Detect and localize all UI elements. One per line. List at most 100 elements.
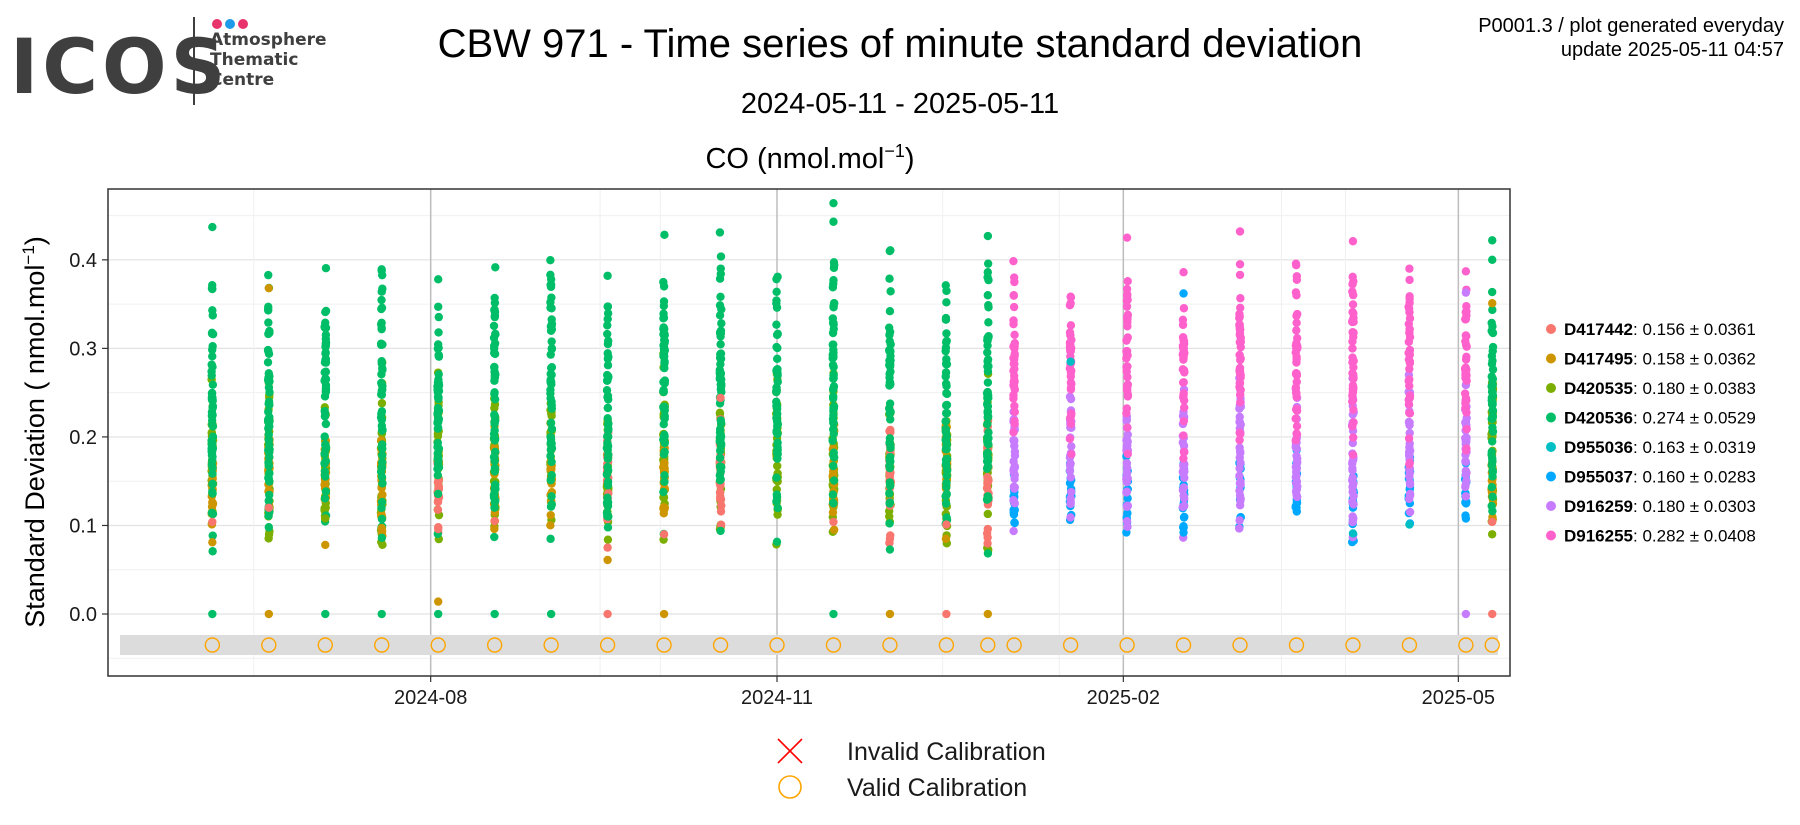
data-point	[1009, 508, 1018, 517]
data-point	[1488, 342, 1498, 352]
data-point	[659, 282, 669, 291]
data-point	[885, 246, 894, 256]
data-point	[490, 344, 499, 353]
data-point	[377, 303, 387, 313]
data-point	[602, 432, 612, 441]
data-point	[1488, 454, 1497, 463]
data-point	[942, 359, 952, 369]
data-point	[547, 363, 557, 372]
data-point	[1462, 424, 1471, 434]
data-point	[264, 609, 274, 619]
calibration-marker-valid	[204, 637, 221, 653]
data-point	[1349, 405, 1358, 414]
data-point	[1488, 437, 1497, 446]
data-point	[659, 420, 668, 429]
data-point	[490, 463, 500, 473]
data-point	[885, 519, 894, 528]
data-point	[377, 390, 387, 400]
data-point	[208, 538, 217, 547]
data-point	[603, 361, 613, 370]
data-point	[983, 348, 992, 357]
data-point	[1405, 520, 1414, 529]
data-point	[1348, 450, 1358, 460]
data-point	[1235, 479, 1245, 488]
data-point	[547, 315, 556, 324]
data-point	[716, 264, 725, 273]
legend-series-name: D955037	[1564, 468, 1633, 487]
logo-dot	[212, 19, 222, 29]
data-point	[490, 306, 499, 315]
data-point	[264, 435, 273, 444]
data-point	[1292, 311, 1301, 321]
data-point	[1461, 314, 1471, 324]
data-point	[884, 404, 894, 413]
data-point	[320, 504, 329, 513]
data-point	[941, 417, 950, 426]
data-point	[1348, 237, 1358, 246]
data-point	[1235, 227, 1245, 236]
calibration-marker-valid	[825, 637, 842, 653]
data-point	[1235, 270, 1245, 280]
data-point	[434, 444, 444, 453]
data-point	[320, 471, 330, 480]
data-point	[433, 464, 442, 474]
data-point	[603, 543, 612, 552]
data-point	[1488, 517, 1497, 527]
legend-swatch	[1546, 324, 1556, 334]
data-point	[1009, 256, 1018, 266]
data-point	[773, 503, 782, 513]
data-point	[208, 517, 217, 527]
data-point	[1010, 419, 1019, 429]
data-point	[1235, 390, 1245, 399]
data-point	[1349, 491, 1358, 501]
data-point	[1348, 466, 1357, 475]
calibration-marker-valid	[656, 637, 672, 653]
data-point	[1236, 303, 1245, 313]
calibration-marker-valid	[317, 637, 333, 653]
data-point	[320, 432, 329, 441]
data-point	[773, 377, 782, 387]
data-point	[1236, 458, 1245, 467]
data-point	[1404, 337, 1414, 347]
data-point	[1179, 289, 1188, 298]
data-point	[829, 198, 838, 208]
data-point	[547, 344, 557, 354]
data-point	[1292, 392, 1301, 402]
data-point	[547, 293, 556, 302]
data-point	[1487, 287, 1497, 297]
data-point	[1067, 450, 1076, 459]
data-point	[491, 263, 500, 272]
data-point	[983, 378, 993, 387]
data-point	[1010, 484, 1019, 493]
data-point	[207, 416, 217, 425]
data-point	[1487, 359, 1497, 369]
data-point	[659, 504, 668, 513]
data-point	[378, 365, 387, 375]
plot-id: P0001.3 / plot generated everyday	[1478, 15, 1784, 37]
x-tick-label: 2025-02	[1087, 687, 1160, 709]
logo-line: Atmosphere	[210, 30, 327, 50]
data-point	[1236, 333, 1245, 342]
data-point	[1461, 355, 1471, 364]
data-point	[1488, 328, 1498, 338]
data-point	[885, 463, 895, 473]
data-point	[434, 597, 443, 606]
data-point	[377, 409, 386, 419]
data-point	[1404, 451, 1414, 460]
data-point	[433, 489, 443, 499]
data-point	[1487, 482, 1497, 492]
data-point	[716, 350, 725, 359]
data-point	[1122, 347, 1131, 356]
data-point	[659, 309, 668, 318]
data-point	[1010, 344, 1019, 353]
data-point	[1461, 514, 1471, 523]
data-point	[1461, 457, 1471, 466]
data-point	[490, 484, 499, 493]
data-point	[1179, 513, 1189, 522]
data-point	[941, 281, 950, 290]
data-point	[265, 490, 274, 500]
calibration-marker-valid	[1062, 637, 1079, 653]
data-point	[546, 502, 556, 511]
data-point	[1460, 389, 1470, 398]
